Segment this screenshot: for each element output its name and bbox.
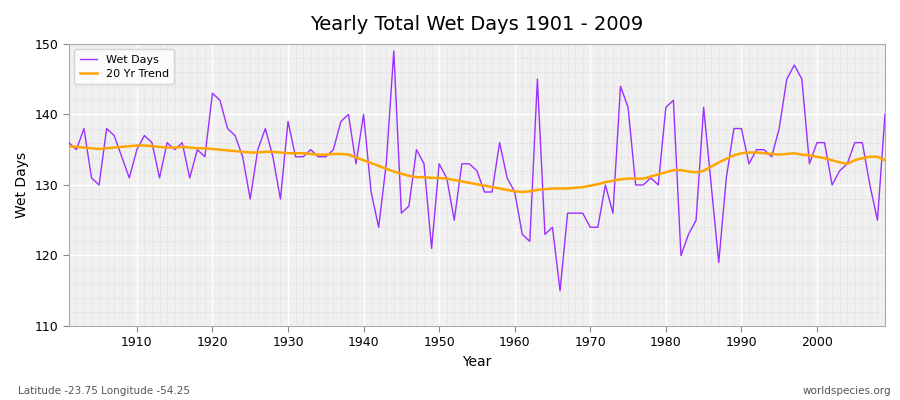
Line: 20 Yr Trend: 20 Yr Trend	[68, 146, 885, 192]
Text: Latitude -23.75 Longitude -54.25: Latitude -23.75 Longitude -54.25	[18, 386, 190, 396]
Wet Days	[63, 140, 74, 145]
Wet Days	[879, 112, 890, 117]
20 Yr Trend	[343, 152, 354, 157]
20 Yr Trend	[124, 144, 135, 148]
Wet Days	[554, 288, 565, 293]
Wet Days	[389, 48, 400, 53]
Wet Days	[615, 84, 626, 89]
Wet Days	[517, 232, 527, 237]
20 Yr Trend	[131, 143, 142, 148]
20 Yr Trend	[517, 190, 527, 194]
20 Yr Trend	[298, 151, 309, 156]
20 Yr Trend	[525, 189, 535, 194]
Legend: Wet Days, 20 Yr Trend: Wet Days, 20 Yr Trend	[75, 50, 175, 84]
Title: Yearly Total Wet Days 1901 - 2009: Yearly Total Wet Days 1901 - 2009	[310, 15, 644, 34]
20 Yr Trend	[63, 144, 74, 148]
20 Yr Trend	[509, 189, 520, 194]
Wet Days	[290, 154, 301, 159]
Wet Days	[124, 176, 135, 180]
X-axis label: Year: Year	[463, 355, 491, 369]
Wet Days	[336, 119, 346, 124]
20 Yr Trend	[879, 158, 890, 163]
Line: Wet Days: Wet Days	[68, 51, 885, 291]
Y-axis label: Wet Days: Wet Days	[15, 152, 29, 218]
Wet Days	[509, 190, 520, 194]
Text: worldspecies.org: worldspecies.org	[803, 386, 891, 396]
20 Yr Trend	[615, 177, 626, 182]
